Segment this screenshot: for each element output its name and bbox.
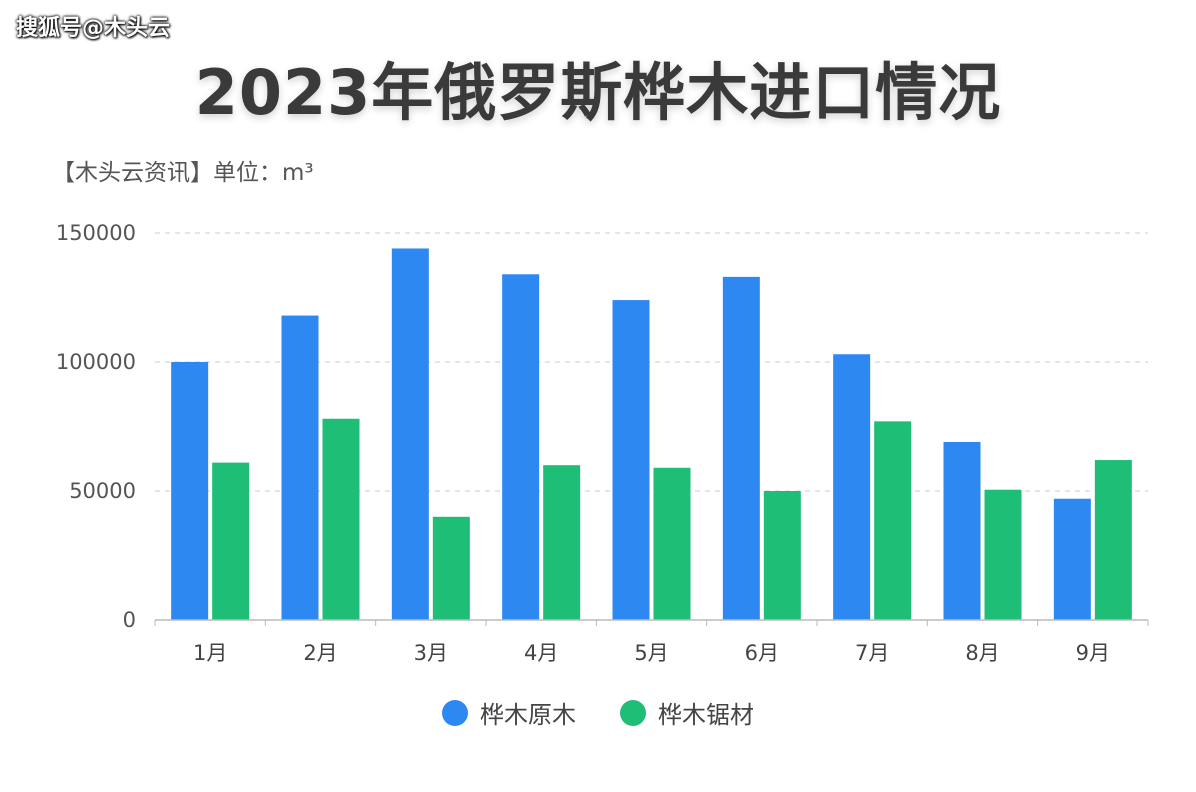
- bar-series2-9[interactable]: [1094, 460, 1132, 620]
- legend-label-series2: 桦木锯材: [658, 701, 754, 729]
- x-axis-ticks: 1月 2月 3月 4月 5月 6月 7月 8月 9月: [154, 620, 1149, 665]
- y-tick-label: 150000: [56, 221, 136, 245]
- legend-dot-series2: [620, 699, 646, 726]
- bar-series1-4[interactable]: [502, 274, 540, 620]
- y-tick-label: 50000: [69, 479, 136, 503]
- x-tick-label: 2月: [303, 641, 337, 665]
- bar-series1-7[interactable]: [833, 354, 871, 620]
- y-tick-label: 0: [123, 608, 136, 632]
- legend-label-series1: 桦木原木: [480, 701, 576, 729]
- bar-series2-4[interactable]: [543, 465, 581, 620]
- x-tick-label: 4月: [524, 641, 558, 665]
- bars: [171, 248, 1132, 621]
- y-axis-ticks: 0 50000 100000 150000: [56, 221, 136, 632]
- y-tick-label: 100000: [56, 350, 136, 374]
- x-tick-label: 3月: [414, 641, 448, 665]
- bar-series1-1[interactable]: [171, 362, 209, 620]
- bar-series2-8[interactable]: [984, 489, 1022, 620]
- x-tick-label: 7月: [855, 641, 889, 665]
- x-tick-label: 9月: [1076, 641, 1110, 665]
- chart-subtitle: 【木头云资讯】单位：m³: [52, 160, 314, 186]
- bar-series1-8[interactable]: [943, 441, 981, 620]
- x-tick-label: 1月: [193, 641, 227, 665]
- watermark: 搜狐号@木头云: [16, 16, 171, 41]
- chart-title: 2023年俄罗斯桦木进口情况: [194, 56, 1002, 129]
- x-tick-label: 6月: [745, 641, 779, 665]
- bar-series2-2[interactable]: [322, 418, 360, 620]
- bar-series1-9[interactable]: [1053, 498, 1091, 620]
- legend-item-series2[interactable]: 桦木锯材: [620, 695, 754, 730]
- bar-series2-3[interactable]: [432, 516, 470, 620]
- bar-series2-5[interactable]: [653, 467, 691, 620]
- legend: 桦木原木 桦木锯材: [0, 695, 1196, 730]
- bar-series1-5[interactable]: [612, 300, 650, 620]
- x-tick-label: 8月: [965, 641, 999, 665]
- bar-series1-6[interactable]: [722, 276, 760, 620]
- legend-item-series1[interactable]: 桦木原木: [442, 695, 576, 730]
- bar-series2-6[interactable]: [763, 491, 801, 620]
- bar-series1-3[interactable]: [391, 248, 429, 621]
- legend-dot-series1: [442, 699, 468, 726]
- bar-series1-2[interactable]: [281, 315, 319, 620]
- bar-series2-7[interactable]: [874, 421, 912, 620]
- x-tick-label: 5月: [634, 641, 668, 665]
- bar-series2-1[interactable]: [212, 462, 250, 620]
